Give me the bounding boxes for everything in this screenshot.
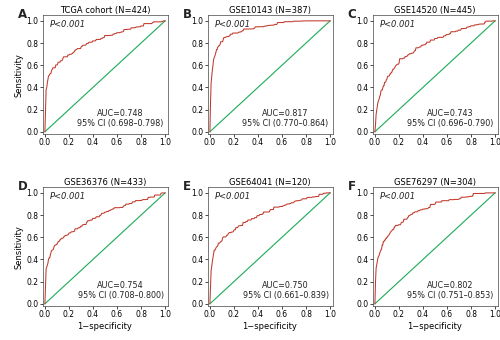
Text: P<0.001: P<0.001 xyxy=(380,192,416,201)
Text: P<0.001: P<0.001 xyxy=(380,20,416,29)
Text: P<0.001: P<0.001 xyxy=(215,20,251,29)
Text: P<0.001: P<0.001 xyxy=(50,192,86,201)
Text: AUC=0.743
95% CI (0.696–0.790): AUC=0.743 95% CI (0.696–0.790) xyxy=(408,108,494,128)
Title: GSE36376 (N=433): GSE36376 (N=433) xyxy=(64,177,146,187)
Text: P<0.001: P<0.001 xyxy=(215,192,251,201)
Text: F: F xyxy=(348,180,356,193)
X-axis label: 1−specificity: 1−specificity xyxy=(408,322,463,331)
X-axis label: 1−specificity: 1−specificity xyxy=(242,322,298,331)
Text: AUC=0.802
95% CI (0.751–0.853): AUC=0.802 95% CI (0.751–0.853) xyxy=(408,280,494,300)
Text: AUC=0.748
95% CI (0.698–0.798): AUC=0.748 95% CI (0.698–0.798) xyxy=(78,108,164,128)
X-axis label: 1−specificity: 1−specificity xyxy=(78,322,132,331)
Text: B: B xyxy=(182,8,192,21)
Text: D: D xyxy=(18,180,27,193)
Title: GSE14520 (N=445): GSE14520 (N=445) xyxy=(394,5,476,15)
Text: P<0.001: P<0.001 xyxy=(50,20,86,29)
Text: AUC=0.750
95% CI (0.661–0.839): AUC=0.750 95% CI (0.661–0.839) xyxy=(242,280,329,300)
Text: E: E xyxy=(182,180,190,193)
Title: GSE64041 (N=120): GSE64041 (N=120) xyxy=(229,177,311,187)
Text: A: A xyxy=(18,8,26,21)
Text: C: C xyxy=(348,8,356,21)
Title: GSE10143 (N=387): GSE10143 (N=387) xyxy=(229,5,311,15)
Text: AUC=0.817
95% CI (0.770–0.864): AUC=0.817 95% CI (0.770–0.864) xyxy=(242,108,329,128)
Title: GSE76297 (N=304): GSE76297 (N=304) xyxy=(394,177,476,187)
Text: AUC=0.754
95% CI (0.708–0.800): AUC=0.754 95% CI (0.708–0.800) xyxy=(78,280,164,300)
Y-axis label: Sensitivity: Sensitivity xyxy=(14,53,24,97)
Title: TCGA cohort (N=424): TCGA cohort (N=424) xyxy=(60,5,150,15)
Y-axis label: Sensitivity: Sensitivity xyxy=(14,225,24,269)
